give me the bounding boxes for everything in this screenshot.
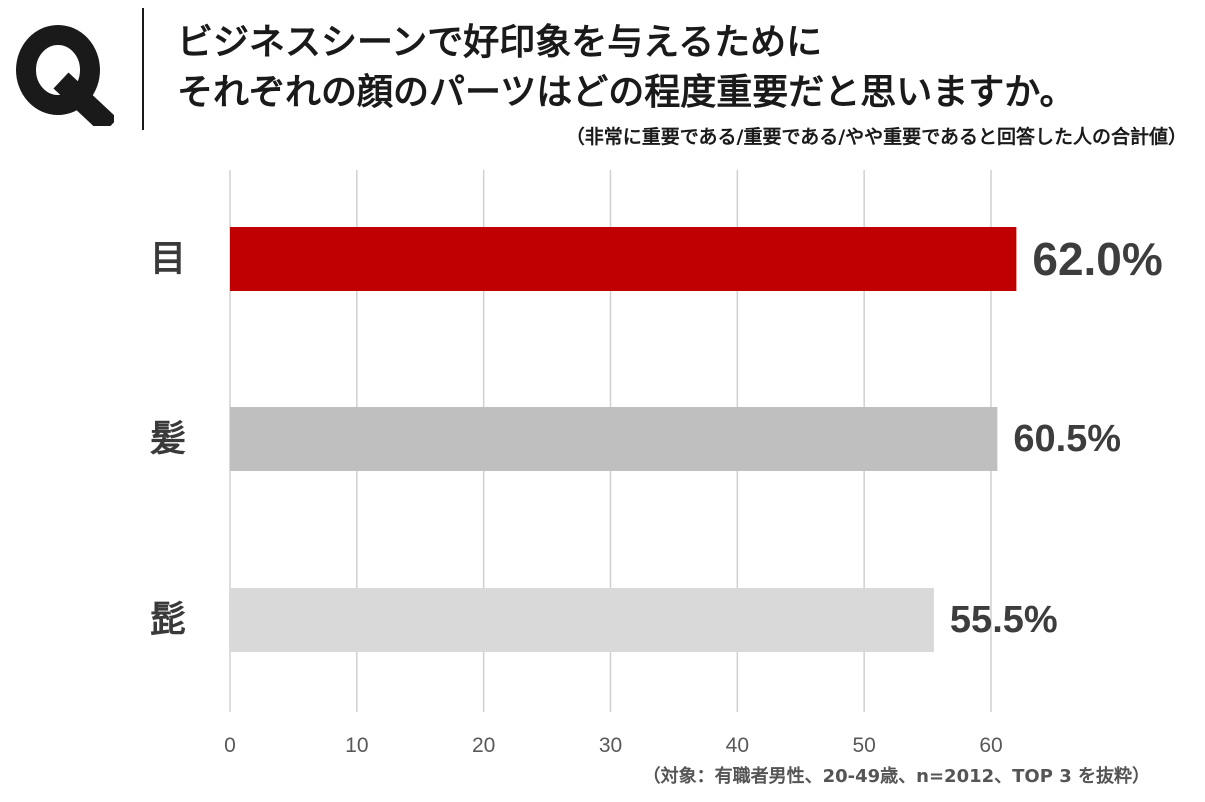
bar	[230, 588, 934, 652]
question-q-icon	[16, 25, 114, 126]
chart-subtitle: （非常に重要である/重要である/やや重要であると回答した人の合計値）	[565, 126, 1187, 148]
category-label: 髭	[150, 600, 186, 641]
bar	[230, 407, 998, 471]
category-label: 髪	[150, 419, 186, 460]
header-divider	[142, 8, 144, 130]
x-tick-label: 60	[979, 734, 1002, 757]
survey-footnote: （対象：有職者男性、20-49歳、n=2012、TOP 3 を抜粋）	[642, 766, 1150, 787]
x-tick-label: 30	[599, 734, 622, 757]
x-tick-label: 0	[224, 734, 236, 757]
bar-value-label: 60.5%	[1013, 418, 1121, 460]
bars	[230, 227, 1017, 652]
bar	[230, 227, 1017, 291]
x-axis-tick-labels: 0 10 20 30 40 50 60	[224, 734, 1003, 757]
category-labels: 目髪髭	[150, 239, 186, 641]
chart-title-line-2: それぞれの顔のパーツはどの程度重要だと思いますか。	[177, 72, 1076, 113]
category-label: 目	[150, 239, 186, 280]
x-tick-label: 40	[726, 734, 749, 757]
x-tick-label: 10	[345, 734, 368, 757]
bar-value-label: 62.0%	[1032, 233, 1162, 285]
chart-title-line-1: ビジネスシーンで好印象を与えるために	[177, 22, 823, 63]
bar-value-label: 55.5%	[950, 599, 1058, 641]
value-labels: 62.0% 60.5% 55.5%	[950, 233, 1163, 641]
chart-title: ビジネスシーンで好印象を与えるために それぞれの顔のパーツはどの程度重要だと思い…	[177, 18, 1076, 118]
x-tick-label: 20	[472, 734, 495, 757]
x-tick-label: 50	[852, 734, 875, 757]
